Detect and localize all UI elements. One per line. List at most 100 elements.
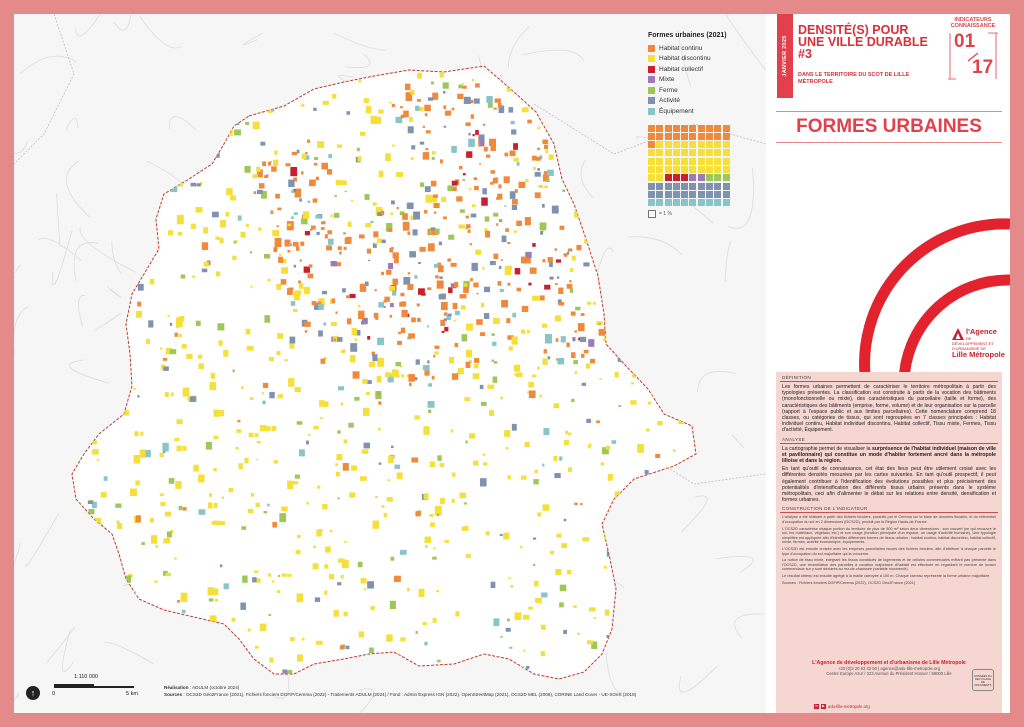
map-cell bbox=[88, 628, 92, 633]
map-cell bbox=[179, 660, 186, 667]
waffle-cell bbox=[664, 141, 672, 149]
map-cell bbox=[124, 575, 132, 583]
map-cell bbox=[657, 420, 663, 426]
map-cell bbox=[439, 463, 445, 468]
map-cell bbox=[184, 121, 192, 127]
map-cell bbox=[414, 415, 420, 420]
map-cell bbox=[80, 515, 83, 517]
map-cell bbox=[110, 201, 113, 205]
map-cell bbox=[331, 298, 336, 304]
map-cell bbox=[435, 275, 439, 279]
map-cell bbox=[549, 276, 554, 280]
map-cell bbox=[255, 502, 260, 508]
map-cell bbox=[240, 85, 245, 89]
map-cell bbox=[140, 431, 144, 436]
map-cell bbox=[272, 580, 275, 583]
waffle-cell bbox=[656, 165, 664, 173]
map-cell bbox=[364, 281, 369, 286]
map-cell bbox=[451, 186, 457, 192]
map-cell bbox=[322, 100, 329, 105]
map-cell bbox=[389, 600, 396, 610]
map-cell bbox=[566, 251, 570, 255]
map-cell bbox=[358, 304, 361, 308]
map-cell bbox=[260, 141, 266, 146]
map-cell bbox=[304, 330, 308, 333]
footer-website[interactable]: adu-lille-metropole.org bbox=[828, 704, 870, 709]
map-cell bbox=[480, 658, 484, 664]
map-cell bbox=[244, 165, 251, 173]
map-cell bbox=[158, 613, 161, 616]
map-cell bbox=[642, 351, 646, 355]
map-cell bbox=[432, 617, 437, 623]
date-tab-text: JANVIER 2025 bbox=[782, 35, 788, 77]
map-cell bbox=[309, 228, 313, 231]
map-cell bbox=[187, 397, 190, 401]
map-cell bbox=[693, 323, 696, 332]
map-cell bbox=[553, 403, 560, 409]
map-sheet: Formes urbaines (2021) Habitat continu Ha… bbox=[14, 14, 1010, 713]
map-cell bbox=[374, 289, 377, 292]
map-cell bbox=[465, 361, 471, 368]
map-area[interactable]: Formes urbaines (2021) Habitat continu Ha… bbox=[14, 14, 766, 713]
map-cell bbox=[293, 177, 298, 182]
map-cell bbox=[346, 318, 352, 325]
map-cell bbox=[301, 153, 307, 160]
map-cell bbox=[599, 378, 602, 381]
map-cell bbox=[354, 338, 358, 341]
map-cell bbox=[434, 211, 437, 214]
map-cell bbox=[406, 374, 410, 378]
linkedin-icon[interactable]: in bbox=[814, 704, 819, 709]
map-cell bbox=[304, 155, 310, 160]
map-cell bbox=[442, 82, 449, 89]
legend-label: Équipement bbox=[659, 107, 694, 115]
map-cell bbox=[498, 219, 503, 223]
map-cell bbox=[465, 227, 468, 230]
map-cell bbox=[297, 654, 303, 662]
indicator-frame bbox=[948, 32, 998, 80]
map-cell bbox=[426, 325, 429, 328]
map-cell bbox=[348, 422, 354, 428]
analyse-text-2: En tant qu'outil de connaissance, cet ét… bbox=[782, 466, 996, 504]
waffle-unit-box bbox=[648, 210, 656, 219]
map-cell bbox=[258, 227, 262, 231]
youtube-icon[interactable]: ▶ bbox=[821, 704, 826, 709]
map-cell bbox=[540, 230, 544, 235]
map-cell bbox=[128, 661, 132, 665]
map-cell bbox=[463, 286, 469, 293]
map-cell bbox=[698, 272, 701, 276]
map-cell bbox=[385, 153, 391, 162]
map-cell bbox=[74, 453, 79, 457]
map-cell bbox=[552, 103, 560, 111]
map-cell bbox=[154, 580, 158, 583]
map-cell bbox=[358, 631, 365, 638]
map-cell bbox=[330, 322, 337, 326]
map-cell bbox=[290, 301, 296, 306]
map-cell bbox=[86, 328, 92, 336]
map-cell bbox=[422, 365, 430, 371]
legend-item: Activité bbox=[648, 96, 768, 107]
construction-p5: Le résultat obtenu est ensuite agrégé à … bbox=[782, 573, 991, 578]
map-cell bbox=[592, 302, 596, 305]
map-cell bbox=[163, 366, 169, 371]
map-cell bbox=[280, 279, 287, 285]
map-cell bbox=[361, 321, 365, 325]
waffle-cell bbox=[648, 132, 655, 140]
map-cell bbox=[636, 91, 642, 97]
sources-text: : OCS2D Géo2France (2021), Fichiers fonc… bbox=[182, 692, 637, 697]
map-cell bbox=[479, 139, 485, 146]
map-cell bbox=[503, 176, 510, 184]
map-cell bbox=[630, 382, 635, 385]
map-cell bbox=[245, 328, 251, 335]
map-cell bbox=[256, 169, 263, 178]
map-cell bbox=[518, 181, 526, 188]
map-cell bbox=[282, 669, 288, 674]
agency-line1: l'Agence bbox=[966, 327, 997, 336]
map-cell bbox=[468, 433, 476, 439]
map-cell bbox=[507, 282, 511, 286]
map-cell bbox=[290, 637, 295, 641]
map-cell bbox=[436, 590, 440, 593]
map-cell bbox=[550, 127, 556, 133]
map-cell bbox=[268, 109, 273, 113]
map-cell bbox=[581, 382, 587, 386]
map-cell bbox=[213, 468, 217, 472]
